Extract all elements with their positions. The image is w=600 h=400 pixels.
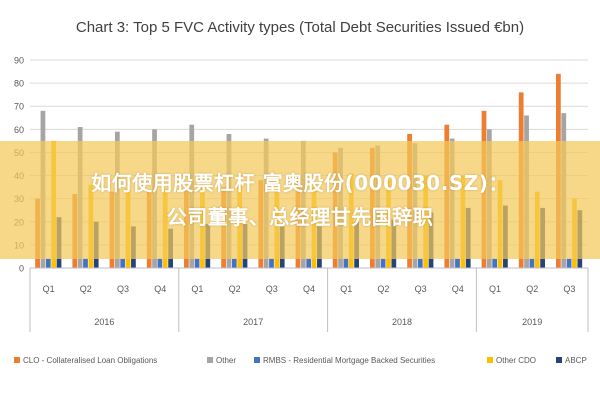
x-tick-label: Q2 [229, 284, 241, 294]
bar [269, 258, 274, 268]
legend-label: Other [216, 356, 236, 365]
legend-label: RMBS - Residential Mortgage Backed Secur… [263, 356, 435, 365]
x-tick-label: Q1 [43, 284, 55, 294]
legend-label: CLO - Collateralised Loan Obligations [23, 356, 157, 365]
bar [120, 258, 126, 268]
x-tick-label: Q2 [526, 284, 538, 294]
bar [45, 258, 51, 268]
x-tick-label: Q3 [266, 284, 278, 294]
x-tick-label: Q2 [80, 284, 92, 294]
x-group-label: 2016 [94, 317, 114, 327]
bar [83, 258, 88, 268]
bar [492, 258, 498, 268]
overlay-headline-line-1: 如何使用股票杠杆 富奥股份(000030.SZ)： [91, 171, 509, 195]
bar [417, 258, 423, 268]
legend-swatch [14, 357, 20, 363]
y-tick-label: 60 [14, 125, 24, 135]
x-tick-label: Q1 [340, 284, 352, 294]
overlay-headline-line-2: 公司董事、总经理甘先国辞职 [166, 205, 434, 229]
x-tick-label: Q2 [377, 284, 389, 294]
x-tick-label: Q3 [117, 284, 129, 294]
bar [231, 258, 237, 268]
y-tick-label: 80 [14, 79, 24, 89]
legend-swatch [254, 357, 260, 363]
y-tick-label: 0 [19, 264, 24, 274]
y-tick-label: 90 [14, 56, 24, 66]
x-tick-label: Q4 [154, 284, 166, 294]
x-tick-label: Q3 [563, 284, 575, 294]
legend-label: ABCP [565, 356, 587, 365]
x-tick-label: Q4 [303, 284, 315, 294]
bar [529, 258, 535, 268]
x-tick-label: Q3 [415, 284, 427, 294]
x-group-label: 2019 [522, 317, 542, 327]
legend-label: Other CDO [496, 356, 536, 365]
x-group-label: 2017 [243, 317, 263, 327]
bar [566, 258, 572, 268]
bar [455, 258, 460, 268]
x-tick-label: Q1 [489, 284, 501, 294]
legend-swatch [207, 357, 213, 363]
x-tick-label: Q4 [452, 284, 464, 294]
legend: CLO - Collateralised Loan Obligations Oth… [14, 356, 587, 365]
legend-swatch [556, 357, 562, 363]
bar [306, 258, 312, 268]
legend-swatch [487, 357, 493, 363]
x-group-label: 2018 [392, 317, 412, 327]
chart-title: Chart 3: Top 5 FVC Activity types (Total… [76, 19, 524, 36]
bar [194, 258, 200, 268]
x-tick-label: Q1 [191, 284, 203, 294]
bar [157, 258, 163, 268]
bar [380, 258, 386, 268]
y-tick-label: 70 [14, 102, 24, 112]
overlay-banner: 如何使用股票杠杆 富奥股份(000030.SZ)： 公司董事、总经理甘先国辞职 [0, 141, 600, 259]
bar [343, 258, 349, 268]
